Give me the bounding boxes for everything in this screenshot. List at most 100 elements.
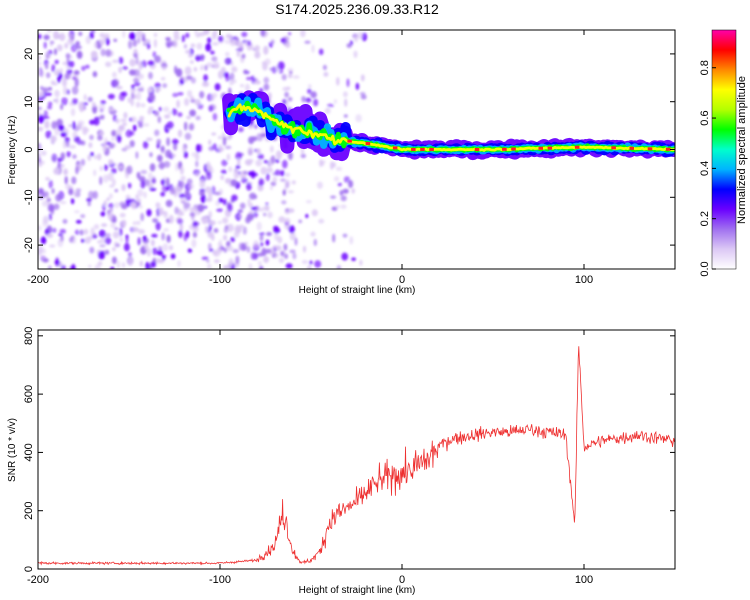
noise-blob [217, 135, 222, 140]
noise-blob [71, 98, 79, 105]
noise-blob [47, 101, 53, 107]
noise-blob [307, 265, 312, 269]
noise-blob [41, 150, 47, 156]
noise-blob [105, 37, 110, 46]
noise-blob [163, 161, 171, 168]
noise-blob [212, 42, 219, 46]
noise-blob [201, 256, 209, 260]
noise-blob [269, 67, 275, 71]
noise-blob [137, 36, 141, 44]
noise-blob [254, 45, 260, 52]
noise-blob [332, 233, 336, 243]
y-tick-label: 0 [23, 146, 35, 152]
noise-blob [237, 41, 244, 48]
snr-series-line [38, 346, 675, 566]
noise-blob [244, 241, 248, 246]
noise-blob [112, 114, 117, 122]
noise-blob [82, 126, 88, 135]
noise-blob [104, 237, 112, 245]
noise-blob [225, 51, 230, 57]
noise-blob [65, 53, 71, 59]
noise-blob [46, 72, 51, 79]
noise-blob [336, 265, 342, 269]
noise-blob [237, 158, 241, 166]
noise-blob [118, 66, 122, 74]
y-tick-label: 10 [23, 96, 35, 108]
noise-blob [38, 114, 45, 124]
noise-blob [93, 116, 100, 126]
noise-blob [184, 98, 190, 106]
noise-blob [284, 253, 289, 259]
noise-blob [351, 257, 356, 261]
noise-blob [116, 134, 122, 143]
noise-blob [70, 108, 76, 117]
noise-blob [173, 40, 178, 48]
noise-blob [119, 236, 123, 243]
noise-blob [171, 108, 178, 116]
noise-blob [278, 257, 285, 264]
noise-blob [161, 254, 167, 258]
noise-blob [252, 211, 259, 218]
noise-blob [264, 58, 271, 65]
noise-blob [316, 181, 323, 189]
noise-blob [100, 48, 106, 57]
noise-blob [343, 176, 350, 183]
colorbar-ticks: 0.0 0.2 0.4 0.6 0.8 [699, 60, 716, 277]
noise-blob [107, 211, 114, 221]
noise-blob [275, 159, 280, 163]
noise-blob [119, 165, 123, 170]
noise-blob [177, 112, 183, 117]
noise-blob [136, 91, 142, 101]
noise-blob [267, 211, 273, 219]
noise-blob [100, 211, 106, 217]
noise-blob [75, 166, 79, 175]
noise-blob [45, 177, 50, 181]
noise-blob [46, 30, 53, 33]
noise-blob [266, 232, 272, 236]
noise-blob [140, 103, 146, 108]
noise-blob [133, 77, 140, 84]
noise-blob [174, 206, 179, 215]
noise-blob [280, 250, 285, 257]
noise-blob [119, 227, 123, 237]
noise-blob [248, 210, 254, 214]
noise-blob [227, 203, 233, 213]
noise-blob [138, 123, 144, 128]
noise-blob [195, 152, 200, 161]
noise-blob [108, 193, 113, 199]
noise-blob [205, 186, 212, 193]
noise-blob [137, 237, 141, 246]
colorbar-label: Normalized spectral amplitude [736, 76, 748, 224]
noise-blob [92, 190, 99, 200]
noise-blob [241, 31, 248, 37]
noise-blob [89, 246, 95, 254]
noise-blob [259, 234, 264, 242]
noise-blob [171, 153, 176, 158]
noise-blob [135, 151, 139, 159]
noise-blob [66, 151, 71, 158]
noise-blob [62, 61, 67, 65]
colorbar: 0.0 0.2 0.4 0.6 0.8 Normalized spectral ampl… [699, 29, 748, 277]
noise-blob [44, 228, 50, 236]
noise-blob [44, 116, 50, 120]
noise-blob [69, 145, 76, 149]
noise-blob [122, 30, 126, 38]
noise-blob [288, 73, 293, 79]
noise-blob [64, 42, 69, 49]
noise-blob [288, 208, 295, 213]
noise-blob [166, 234, 171, 243]
noise-blob [186, 75, 193, 80]
x-tick-label: -200 [27, 274, 49, 286]
noise-blob [287, 67, 294, 73]
noise-blob [85, 64, 90, 69]
noise-blob [206, 171, 212, 180]
noise-blob [155, 87, 162, 92]
noise-blob [246, 76, 252, 81]
noise-blob [72, 154, 77, 159]
noise-blob [174, 65, 178, 74]
noise-blob [45, 65, 49, 70]
noise-blob [107, 93, 115, 100]
noise-blob [160, 77, 166, 81]
noise-blob [282, 36, 290, 42]
noise-blob [38, 225, 42, 231]
